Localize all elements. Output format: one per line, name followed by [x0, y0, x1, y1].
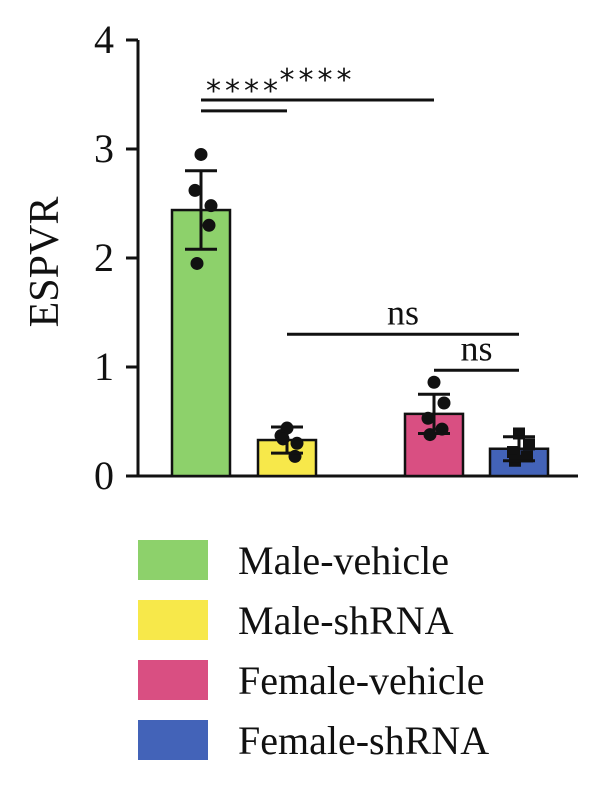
data-points	[188, 147, 535, 467]
data-point	[188, 183, 202, 197]
significance-label: ns	[387, 292, 419, 332]
data-point	[523, 438, 535, 451]
y-tick-label: 1	[94, 344, 114, 389]
data-point	[190, 256, 204, 270]
error-bars	[185, 169, 535, 463]
significance-label: ****	[206, 74, 282, 109]
significance-label: ****	[280, 63, 356, 98]
data-point	[290, 436, 304, 450]
bars	[170, 208, 550, 478]
y-tick-label: 2	[94, 235, 114, 280]
data-point	[421, 411, 435, 425]
y-tick-label: 4	[94, 17, 114, 62]
legend-swatch	[138, 660, 208, 700]
legend-swatch	[138, 600, 208, 640]
data-point	[427, 375, 441, 389]
y-axis-label: ESPVR	[22, 197, 68, 328]
significance-label: ns	[460, 328, 492, 368]
legend-label: Female-shRNA	[238, 718, 489, 763]
data-point	[204, 199, 218, 213]
bar-1	[170, 208, 232, 478]
y-tick-label: 0	[94, 453, 114, 498]
legend-swatch	[138, 540, 208, 580]
data-point	[437, 396, 451, 410]
legend: Male-vehicle Male-shRNA Female-vehicle Fema…	[138, 538, 489, 763]
significance-annotations: ******** ns ns	[201, 63, 519, 372]
legend-label: Male-vehicle	[238, 538, 449, 583]
data-point	[202, 218, 216, 232]
data-point	[194, 147, 208, 161]
legend-swatch	[138, 720, 208, 760]
y-tick-label: 3	[94, 126, 114, 171]
legend-label: Male-shRNA	[238, 598, 454, 643]
legend-label: Female-vehicle	[238, 658, 485, 703]
